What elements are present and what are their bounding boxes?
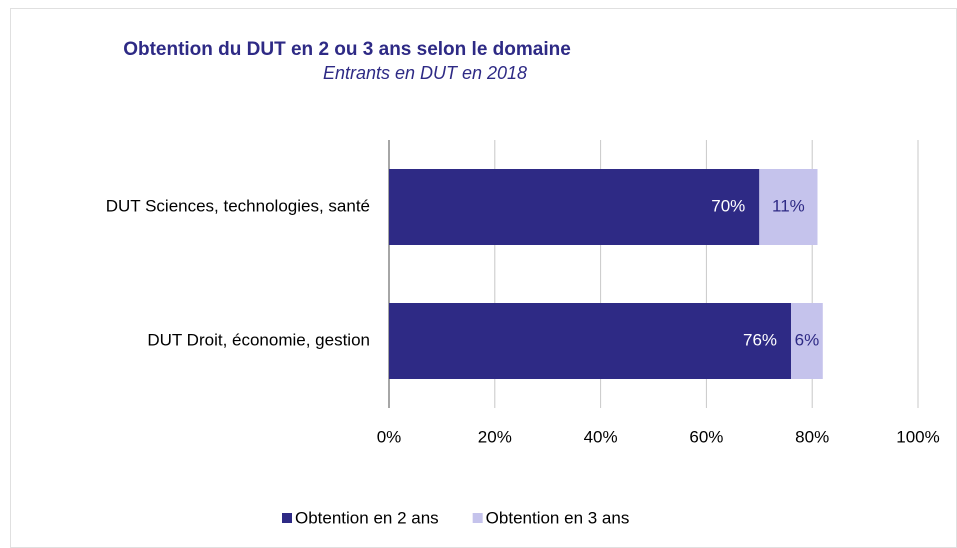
data-label: 11%: [772, 196, 805, 215]
data-label: 76%: [743, 330, 777, 349]
bar-segment: [389, 169, 760, 245]
data-label: 70%: [711, 196, 745, 215]
chart-subtitle: Entrants en DUT en 2018: [323, 63, 527, 83]
y-tick-label: DUT Droit, économie, gestion: [147, 330, 370, 349]
chart-frame: [10, 8, 957, 548]
legend-label: Obtention en 2 ans: [295, 508, 439, 527]
x-tick-label: 100%: [896, 427, 939, 446]
bar-segment: [759, 169, 818, 245]
x-tick-label: 80%: [795, 427, 829, 446]
x-tick-label: 60%: [689, 427, 723, 446]
bar-segment: [389, 303, 792, 379]
x-tick-label: 0%: [377, 427, 402, 446]
legend-swatch: [472, 513, 483, 523]
legend-label: Obtention en 3 ans: [486, 508, 630, 527]
x-tick-label: 20%: [478, 427, 512, 446]
chart-title: Obtention du DUT en 2 ou 3 ans selon le …: [123, 39, 571, 60]
legend-swatch: [282, 513, 292, 523]
y-tick-label: DUT Sciences, technologies, santé: [106, 196, 370, 215]
bar-segment: [791, 303, 823, 379]
data-label: 6%: [795, 330, 820, 349]
x-tick-label: 40%: [584, 427, 618, 446]
